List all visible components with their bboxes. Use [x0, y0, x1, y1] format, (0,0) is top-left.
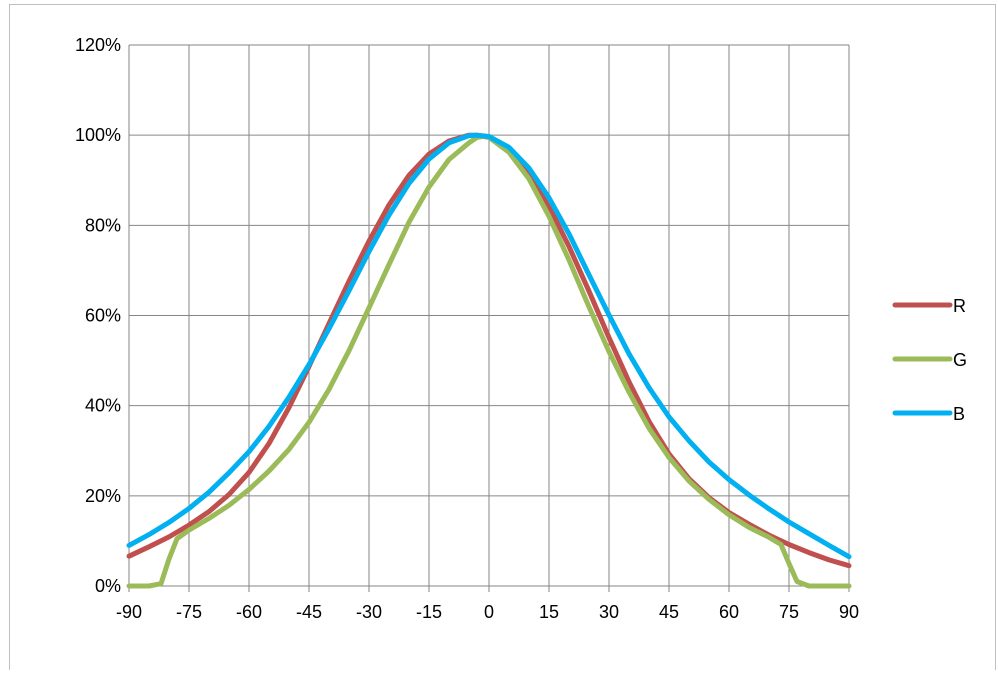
- x-tick-label: -90: [116, 602, 142, 622]
- axis-labels: 0% 20% 40% 60% 80% 100% 120% -90 -75 -60 -45 -30 -15…: [75, 35, 859, 622]
- series-line-b: [126, 132, 852, 560]
- series-lines: [126, 132, 852, 589]
- legend: R G B: [892, 296, 967, 424]
- chart-area: [9, 4, 996, 670]
- legend-label-b: B: [953, 404, 965, 424]
- x-tick-label: 15: [539, 602, 559, 622]
- x-tick-label: 60: [719, 602, 739, 622]
- x-tick-label: -30: [356, 602, 382, 622]
- y-tick-label: 20%: [85, 486, 121, 506]
- y-tick-label: 100%: [75, 125, 121, 145]
- x-tick-label: 75: [779, 602, 799, 622]
- y-tick-label: 0%: [95, 576, 121, 596]
- x-tick-label: -60: [236, 602, 262, 622]
- y-tick-label: 40%: [85, 396, 121, 416]
- x-tick-label: 90: [839, 602, 859, 622]
- x-tick-label: 0: [484, 602, 494, 622]
- x-tick-label: -45: [296, 602, 322, 622]
- x-tick-label: 45: [659, 602, 679, 622]
- x-tick-label: -15: [416, 602, 442, 622]
- x-tick-label: 30: [599, 602, 619, 622]
- y-tick-label: 60%: [85, 306, 121, 326]
- x-tick-label: -75: [176, 602, 202, 622]
- legend-label-g: G: [953, 350, 967, 370]
- y-tick-label: 80%: [85, 215, 121, 235]
- legend-label-r: R: [953, 296, 966, 316]
- y-tick-label: 120%: [75, 35, 121, 55]
- grid: [128, 44, 850, 592]
